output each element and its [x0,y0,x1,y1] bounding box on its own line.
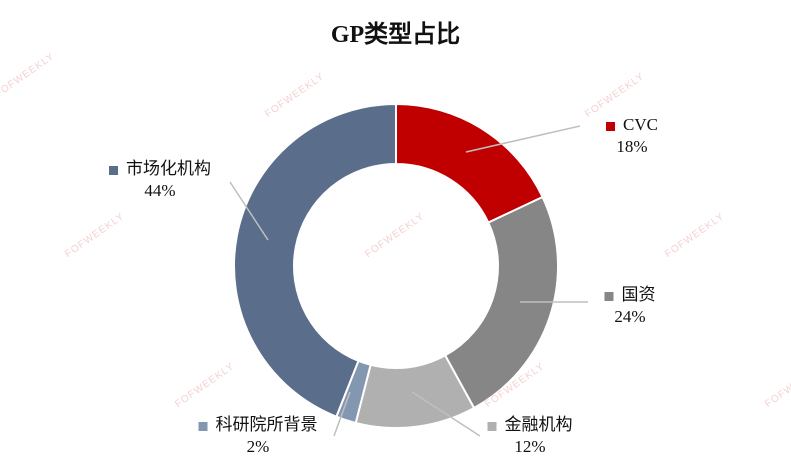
slice-label-name: 国资 [604,284,656,306]
slice-label-percent: 18% [616,137,648,156]
slice-label-1: 国资 24% [604,284,656,328]
slice-0 [395,102,544,224]
slice-4 [233,102,397,418]
legend-swatch [487,421,497,431]
slice-label-name: 金融机构 [487,414,573,436]
legend-swatch [606,121,616,131]
slice-label-4: 市场化机构 44% [109,158,211,202]
slice-label-2: 金融机构 12% [487,414,573,458]
leader-line-0 [465,125,581,153]
slice-label-text: 金融机构 [504,415,573,434]
legend-swatch [198,421,208,431]
slice-label-text: 国资 [621,285,656,304]
slice-label-percent: 12% [514,437,546,456]
slice-label-text: 市场化机构 [126,159,211,178]
slice-label-percent: 44% [144,181,176,200]
legend-swatch [604,291,614,301]
slice-label-3: 科研院所背景 2% [198,414,318,458]
slice-label-0: CVC 18% [606,114,658,158]
leader-line-3 [333,391,351,437]
slice-label-text: CVC [623,115,658,134]
slice-label-text: 科研院所背景 [215,415,318,434]
chart-title: GP类型占比 [330,22,461,48]
legend-swatch [109,165,118,175]
slice-1 [443,195,559,410]
leader-line-4 [229,181,269,241]
slice-label-name: CVC [606,114,658,136]
slice-label-name: 市场化机构 [109,158,211,180]
slice-label-name: 科研院所背景 [198,414,318,436]
slice-label-percent: 24% [614,307,646,326]
slice-label-percent: 2% [246,437,270,456]
leader-line-2 [411,391,481,437]
